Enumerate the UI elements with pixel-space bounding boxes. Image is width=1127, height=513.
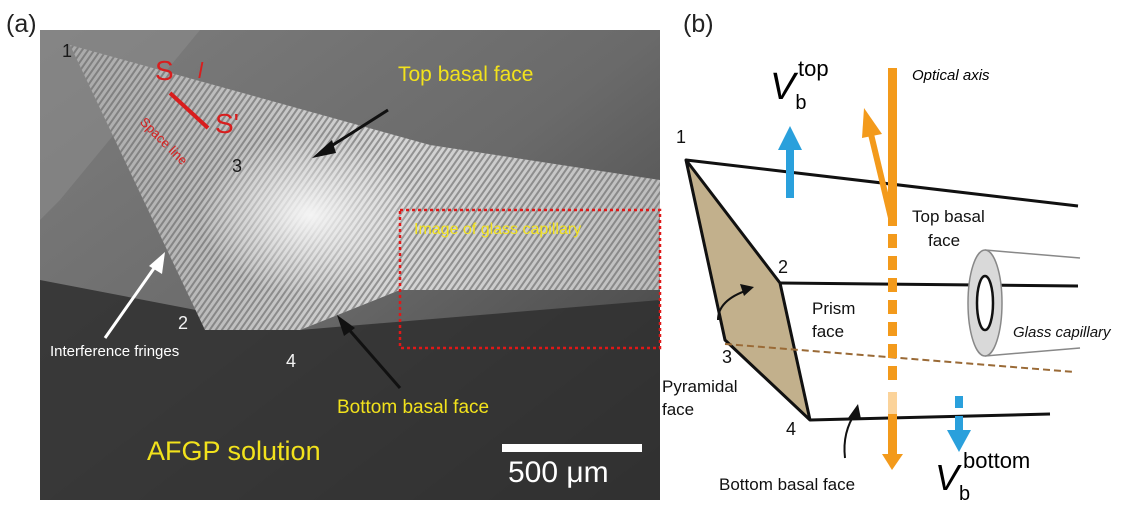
- v-top-label: Vb top: [770, 58, 829, 114]
- bottom-basal-face-label: Bottom basal face: [337, 397, 490, 418]
- glass-capillary-label: Glass capillary: [1013, 324, 1111, 341]
- schematic-corner-1: 1: [676, 127, 687, 147]
- s-label: S: [155, 55, 174, 86]
- schematic-corner-3: 3: [722, 347, 733, 367]
- bottom-velocity-arrow: [947, 396, 971, 452]
- top-basal-face-label: Top basal face: [398, 63, 534, 86]
- panel-a-letter: (a): [6, 10, 37, 38]
- glass-capillary-image-label: Image of glass capillary: [414, 221, 582, 238]
- optical-axis-line: [882, 68, 903, 470]
- v-top-subscript: b: [795, 92, 807, 114]
- glass-capillary-drawing: [967, 249, 1081, 357]
- capillary-highlight-box: [398, 208, 662, 350]
- prism-face-label-line2: face: [812, 322, 845, 341]
- v-bottom-label: Vb bottom: [935, 450, 1030, 505]
- schematic-corner-4: 4: [786, 419, 797, 439]
- panel-b-letter: (b): [683, 10, 714, 38]
- top-basal-face-arrow: [312, 108, 389, 158]
- pyramidal-face-label-line1: Pyramidal: [662, 377, 738, 396]
- prism-edge-line: [779, 281, 1079, 288]
- interference-fringes-label: Interference fringes: [50, 343, 180, 360]
- corner-label-2: 2: [178, 313, 189, 333]
- bottom-basal-face-label: Bottom basal face: [719, 475, 856, 494]
- pyramidal-face-label-line2: face: [662, 400, 695, 419]
- scale-bar-label: 500 μm: [508, 456, 609, 489]
- v-top-symbol: V: [770, 66, 796, 108]
- pyramidal-face-pointer-head: [740, 284, 754, 296]
- corner-label-3: 3: [232, 156, 243, 176]
- l-label: l: [198, 58, 203, 83]
- top-basal-face-label-line2: face: [928, 231, 961, 250]
- v-top-superscript: top: [798, 56, 829, 81]
- top-basal-face-label-line1: Top basal: [912, 207, 985, 226]
- scale-bar: [502, 444, 642, 452]
- bright-basal-region: [200, 135, 420, 295]
- v-bottom-symbol: V: [935, 457, 960, 498]
- bottom-edge-line: [809, 412, 1051, 422]
- interference-fringes-arrow: [103, 252, 165, 339]
- hidden-edge-line: [724, 343, 1076, 373]
- bottom-basal-face-arrow: [337, 315, 402, 389]
- v-bottom-superscript: bottom: [963, 448, 1031, 473]
- s-prime-label: S': [215, 108, 240, 139]
- corner-label-4: 4: [286, 351, 297, 371]
- top-velocity-arrow: [778, 126, 802, 198]
- v-bottom-subscript: b: [959, 483, 971, 505]
- schematic-corner-2: 2: [778, 257, 789, 277]
- optical-axis-label: Optical axis: [912, 67, 990, 84]
- afgp-solution-label: AFGP solution: [147, 436, 321, 466]
- space-line-marker: [168, 91, 210, 130]
- corner-label-1: 1: [62, 41, 73, 61]
- bottom-basal-pointer-head: [848, 404, 861, 419]
- prism-face-label-line1: Prism: [812, 299, 856, 318]
- reflected-ray-arrow: [862, 108, 895, 223]
